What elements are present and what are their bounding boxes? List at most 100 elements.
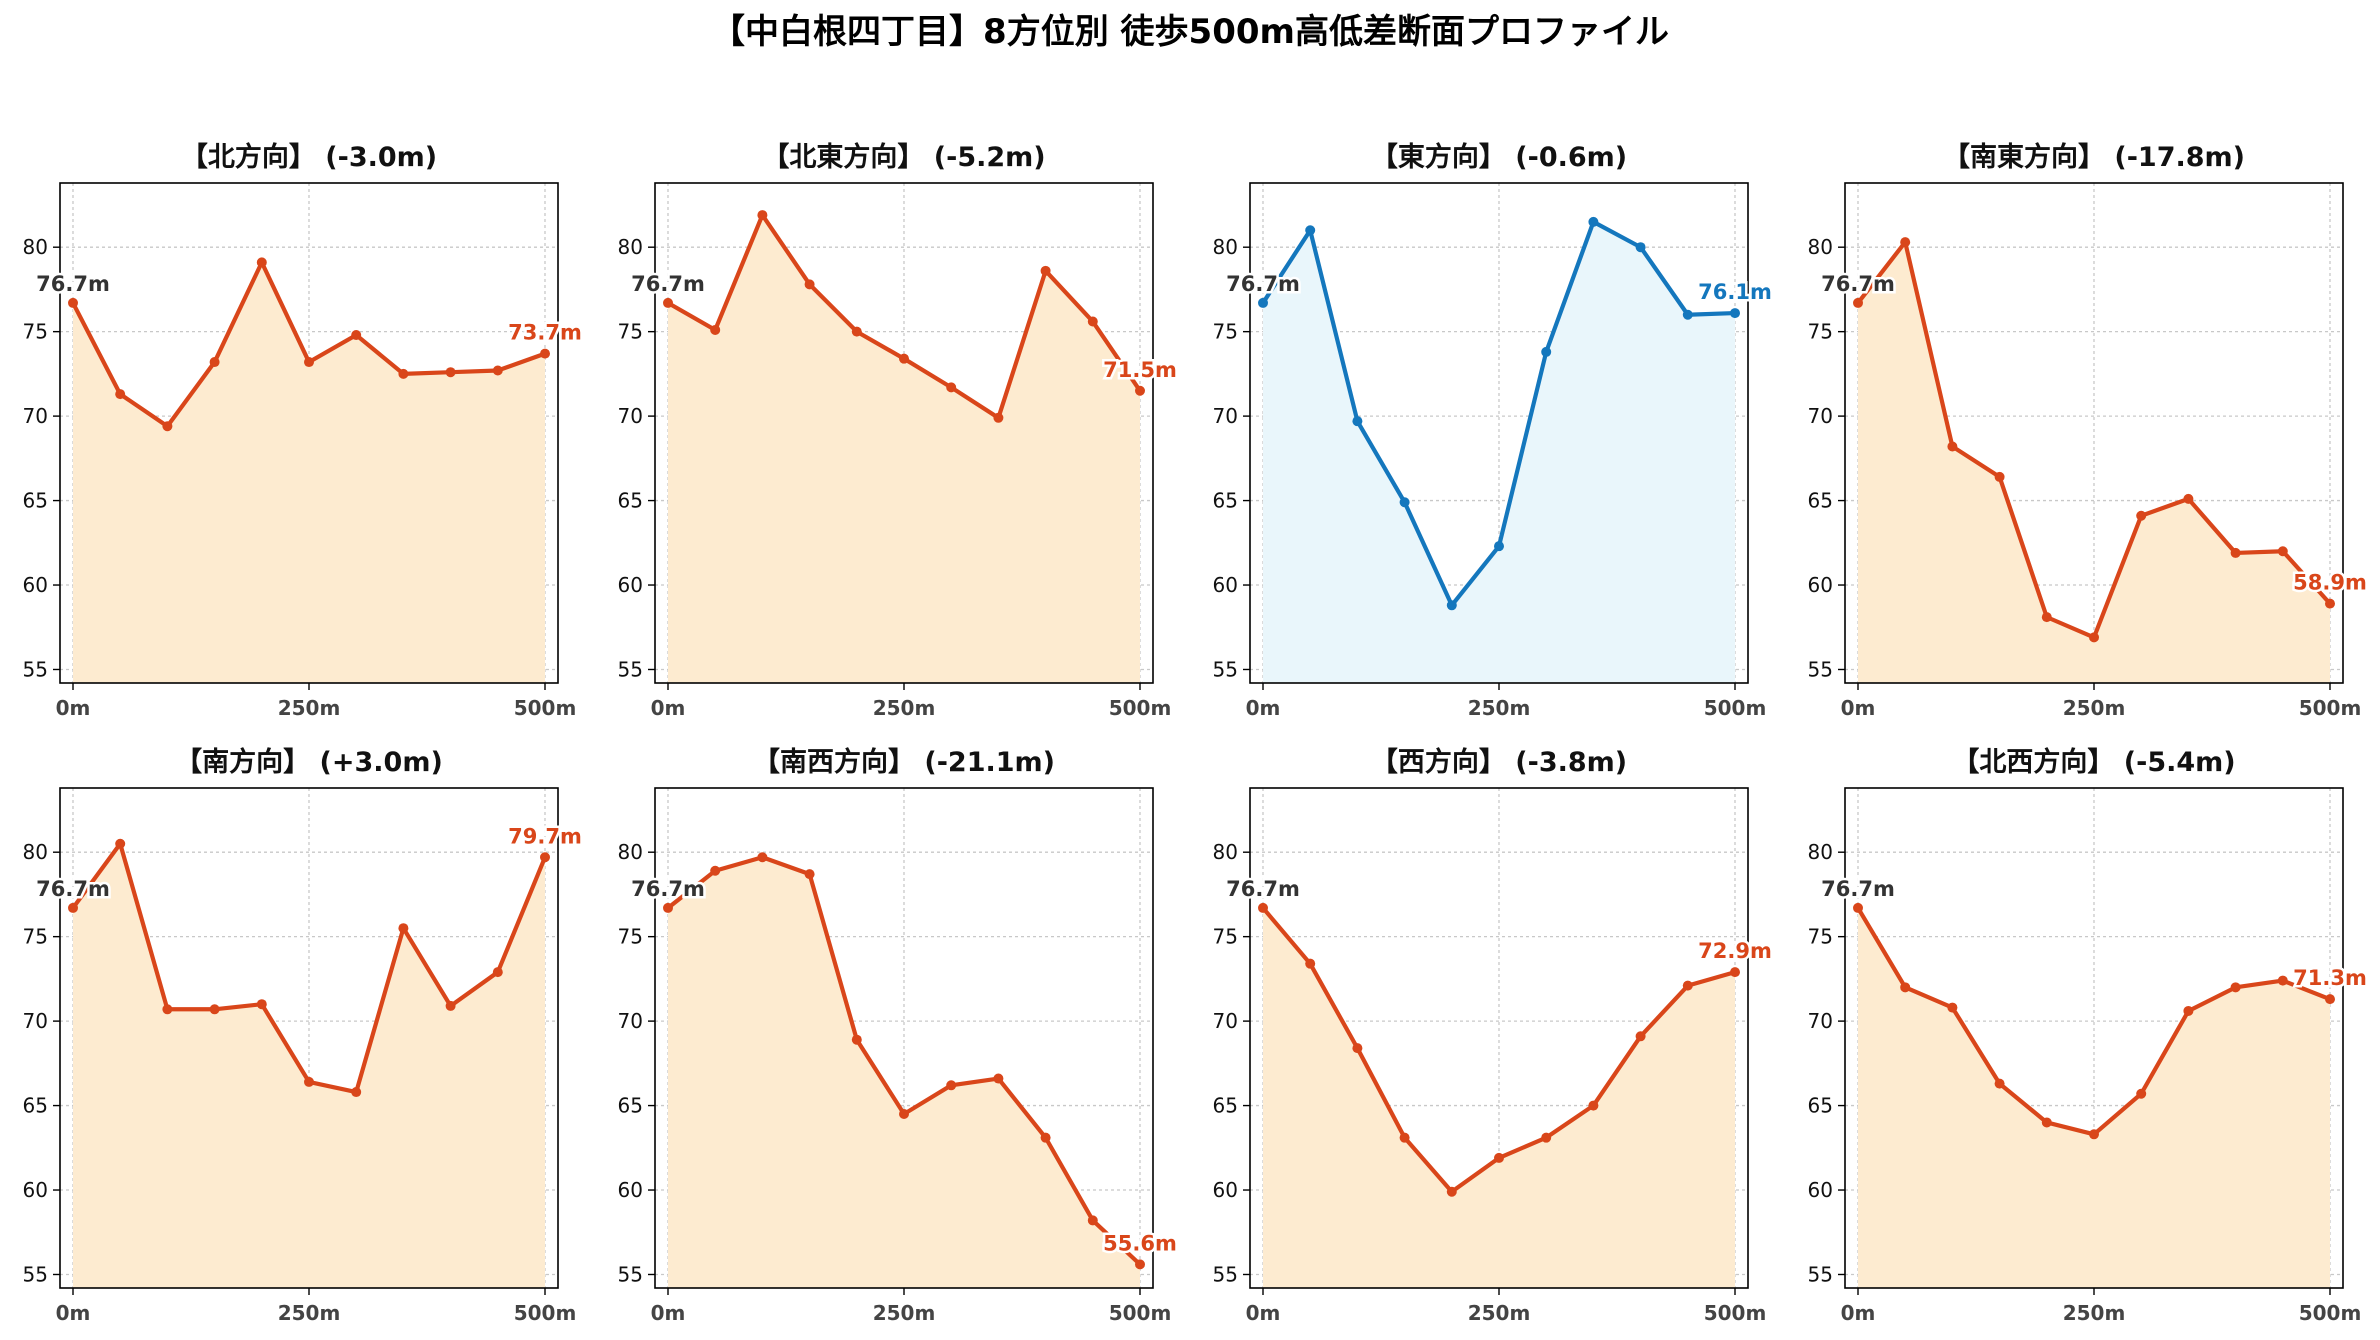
data-point <box>540 348 550 359</box>
data-point <box>899 353 909 364</box>
data-point <box>1588 1100 1599 1111</box>
data-point <box>2230 982 2241 993</box>
x-tick-label: 0m <box>651 696 686 720</box>
data-point <box>1730 308 1740 319</box>
data-point <box>1947 441 1958 452</box>
data-point <box>2136 1088 2147 1099</box>
data-point <box>256 257 267 268</box>
x-tick-label: 0m <box>1841 696 1876 720</box>
data-point <box>993 1073 1004 1084</box>
start-elevation-label: 76.7m <box>1226 272 1300 296</box>
data-point <box>1900 982 1911 993</box>
data-point <box>1040 265 1051 276</box>
data-point <box>1635 242 1646 253</box>
data-point <box>2089 1129 2099 1140</box>
y-tick-label: 65 <box>23 489 48 513</box>
data-point <box>492 365 503 376</box>
data-point <box>2041 612 2052 623</box>
data-point <box>1682 309 1693 320</box>
data-point <box>445 367 456 378</box>
y-tick-label: 60 <box>23 573 48 597</box>
elevation-area <box>73 843 545 1288</box>
panel-title: 【南方向】 (+3.0m) <box>175 746 443 778</box>
elevation-area <box>1263 907 1735 1288</box>
data-point <box>1494 541 1504 552</box>
data-point <box>2325 994 2335 1005</box>
data-point <box>115 389 126 400</box>
data-point <box>1947 1002 1958 1013</box>
figure-title: 【中白根四丁目】8方位別 徒歩500m高低差断面プロファイル <box>711 12 1669 52</box>
data-point <box>1258 297 1268 308</box>
y-tick-label: 70 <box>618 404 643 428</box>
chart-panel: 55 60 65 70 75 80 0m 250m 500m 【北方向】 (-3.0m) 76.7m… <box>23 141 585 720</box>
data-point <box>68 902 78 913</box>
data-point <box>1305 225 1316 236</box>
data-point <box>1135 385 1145 396</box>
data-point <box>2089 632 2099 643</box>
y-tick-label: 80 <box>23 840 48 864</box>
data-point <box>1541 1132 1552 1143</box>
data-point <box>1994 1078 2005 1089</box>
x-tick-label: 250m <box>2063 696 2126 720</box>
y-tick-label: 55 <box>1808 1262 1833 1286</box>
data-point <box>1258 902 1268 913</box>
x-tick-label: 0m <box>1841 1301 1876 1325</box>
y-tick-label: 75 <box>1808 925 1833 949</box>
data-point <box>1900 237 1911 248</box>
data-point <box>1135 1259 1145 1270</box>
data-point <box>899 1109 909 1120</box>
panel-title: 【北方向】 (-3.0m) <box>181 141 437 173</box>
y-tick-label: 75 <box>1213 320 1238 344</box>
x-tick-label: 500m <box>1109 696 1172 720</box>
y-tick-label: 70 <box>23 404 48 428</box>
x-tick-label: 0m <box>56 1301 91 1325</box>
y-tick-label: 70 <box>618 1009 643 1033</box>
data-point <box>2136 510 2147 521</box>
data-point <box>2230 547 2241 558</box>
data-point <box>1853 297 1863 308</box>
data-point <box>209 1004 220 1015</box>
y-tick-label: 80 <box>1808 840 1833 864</box>
data-point <box>1588 216 1599 227</box>
y-tick-label: 75 <box>1213 925 1238 949</box>
data-point <box>946 1080 957 1091</box>
y-tick-label: 60 <box>618 1178 643 1202</box>
chart-panel: 55 60 65 70 75 80 0m 250m 500m 【南東方向】 (-17.8m) 76.… <box>1808 141 2370 720</box>
y-tick-label: 75 <box>23 925 48 949</box>
data-point <box>304 357 314 368</box>
y-tick-label: 80 <box>1808 235 1833 259</box>
data-point <box>2183 1005 2194 1016</box>
data-point <box>115 838 126 849</box>
end-elevation-label: 71.3m <box>2293 966 2367 990</box>
y-tick-label: 55 <box>1213 657 1238 681</box>
start-elevation-label: 76.7m <box>631 272 705 296</box>
end-elevation-label: 58.9m <box>2293 571 2367 595</box>
elevation-area <box>73 262 545 683</box>
end-elevation-label: 76.1m <box>1698 280 1772 304</box>
data-point <box>445 1000 456 1011</box>
start-elevation-label: 76.7m <box>631 877 705 901</box>
elevation-area <box>668 857 1140 1288</box>
data-point <box>209 357 220 368</box>
y-tick-label: 55 <box>23 1262 48 1286</box>
x-tick-label: 250m <box>2063 1301 2126 1325</box>
y-tick-label: 65 <box>23 1094 48 1118</box>
data-point <box>162 421 173 432</box>
data-point <box>492 967 503 978</box>
y-tick-label: 65 <box>618 489 643 513</box>
data-point <box>804 279 815 290</box>
y-tick-label: 80 <box>618 840 643 864</box>
end-elevation-label: 73.7m <box>508 321 582 345</box>
panel-title: 【西方向】 (-3.8m) <box>1371 746 1627 778</box>
start-elevation-label: 76.7m <box>36 272 110 296</box>
y-tick-label: 60 <box>23 1178 48 1202</box>
x-tick-label: 250m <box>873 1301 936 1325</box>
y-tick-label: 70 <box>1808 1009 1833 1033</box>
panel-title: 【東方向】 (-0.6m) <box>1371 141 1627 173</box>
end-elevation-label: 72.9m <box>1698 939 1772 963</box>
data-point <box>2041 1117 2052 1128</box>
data-point <box>1399 497 1410 508</box>
x-tick-label: 500m <box>514 1301 577 1325</box>
x-tick-label: 500m <box>2299 1301 2362 1325</box>
y-tick-label: 55 <box>1213 1262 1238 1286</box>
